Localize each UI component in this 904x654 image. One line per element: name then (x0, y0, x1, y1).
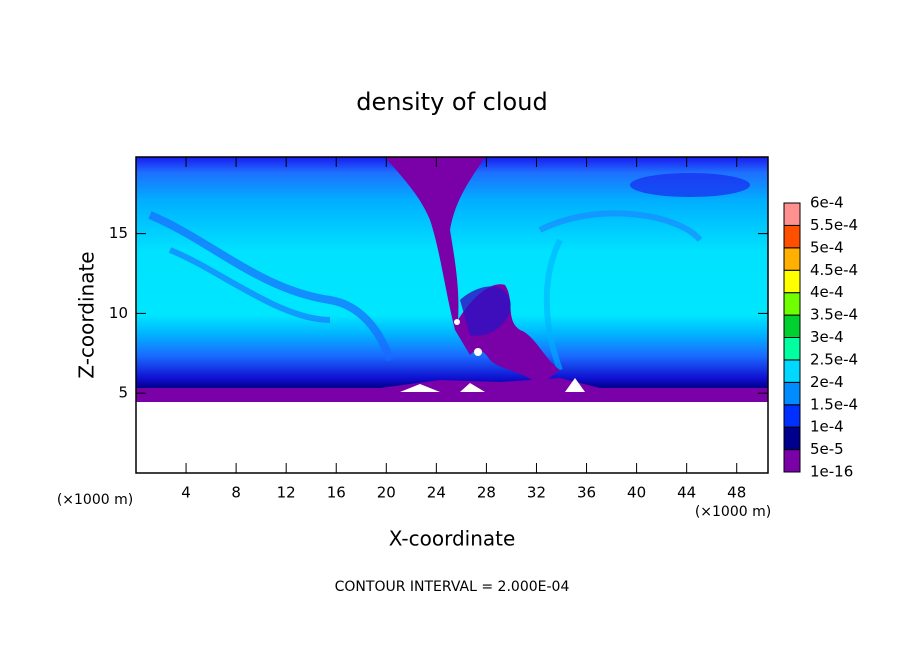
x-tick-label: 48 (727, 484, 746, 502)
colorbar-label: 4e-4 (810, 283, 844, 301)
footer-note: CONTOUR INTERVAL = 2.000E-04 (335, 579, 570, 595)
colorbar-label: 2e-4 (810, 373, 844, 391)
colorbar-box (783, 404, 801, 428)
y-tick-label: 10 (109, 304, 128, 322)
x-tick-label: 20 (377, 484, 396, 502)
colorbar-box (783, 202, 801, 226)
colorbar-label: 5e-5 (810, 440, 844, 458)
colorbar-label: 6e-4 (810, 194, 844, 212)
colorbar-label: 2.5e-4 (810, 350, 858, 368)
colorbar-box (783, 381, 801, 406)
x-tick-label: 28 (477, 484, 496, 502)
y-tick-label: 5 (118, 384, 128, 402)
chart-title: density of cloud (356, 88, 547, 116)
x-tick-label: 4 (181, 484, 191, 502)
x-tick-label: 44 (677, 484, 696, 502)
colorbar-box (783, 337, 801, 361)
colorbar-label: 1.5e-4 (810, 395, 858, 413)
colorbar-label: 3e-4 (810, 328, 844, 346)
colorbar-label: 1e-4 (810, 418, 844, 436)
plot-frame (135, 156, 769, 474)
x-tick-label: 36 (577, 484, 596, 502)
colorbar-label: 5e-4 (810, 238, 844, 256)
colorbar-box (783, 449, 801, 473)
colorbar-label: 1e-16 (810, 463, 853, 481)
colorbar-box (783, 292, 801, 316)
x-axis-unit: (×1000 m) (695, 504, 771, 520)
colorbar-box (783, 359, 801, 383)
x-tick-label: 8 (231, 484, 241, 502)
colorbar-label: 4.5e-4 (810, 261, 858, 279)
colorbar-box (783, 224, 801, 249)
x-tick-label: 12 (277, 484, 296, 502)
colorbar-box (783, 247, 801, 271)
colorbar-box (783, 426, 801, 451)
x-tick-label: 32 (527, 484, 546, 502)
colorbar-label: 5.5e-4 (810, 216, 858, 234)
y-axis-label: Z-coordinate (75, 251, 99, 378)
y-axis-unit: (×1000 m) (57, 492, 133, 508)
y-tick-label: 15 (109, 224, 128, 242)
colorbar-label: 3.5e-4 (810, 306, 858, 324)
colorbar-box (783, 314, 801, 339)
x-tick-label: 40 (627, 484, 646, 502)
colorbar-box (783, 269, 801, 294)
x-tick-label: 16 (327, 484, 346, 502)
contour-field (136, 157, 768, 473)
x-axis-label: X-coordinate (389, 527, 516, 551)
x-tick-label: 24 (427, 484, 446, 502)
